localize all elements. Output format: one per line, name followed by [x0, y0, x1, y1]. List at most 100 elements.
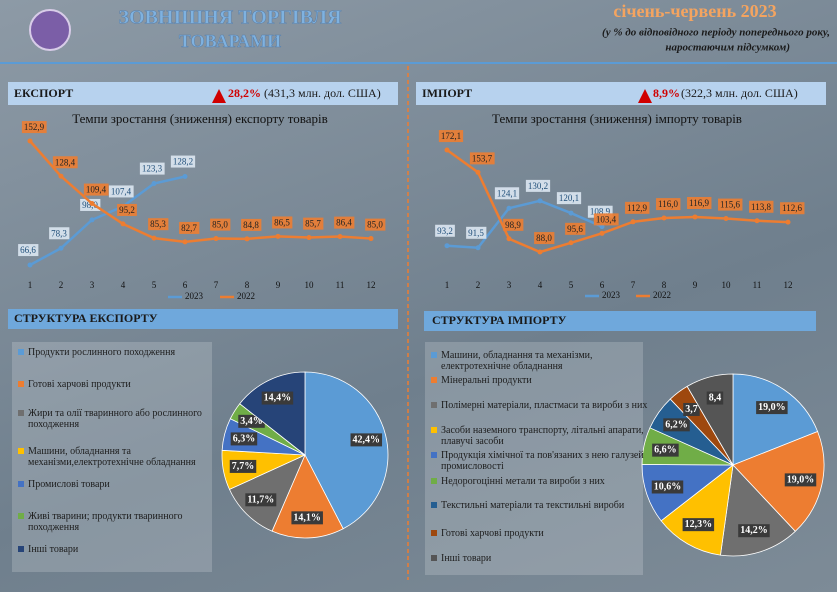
legend-box	[425, 342, 643, 575]
legend-item: Жири та олії тваринного або рослинного п…	[18, 408, 220, 430]
data-label: 88,0	[536, 233, 552, 243]
x-tick-label: 5	[152, 280, 157, 290]
title: ТОВАРАМИ	[179, 31, 281, 51]
point	[151, 181, 157, 187]
point	[89, 217, 95, 223]
point	[368, 236, 374, 242]
amount: (431,3 млн. дол. США)	[264, 86, 381, 100]
point	[182, 239, 188, 245]
data-label: 6,3%	[233, 433, 256, 444]
point	[475, 245, 481, 251]
legend-item: Продукція хімічної та пов'язаних з нею г…	[431, 450, 651, 472]
label-box	[718, 198, 743, 211]
point	[58, 245, 64, 251]
point	[599, 230, 605, 236]
legend-item: Мінеральні продукти	[431, 375, 651, 386]
x-tick-label: 12	[784, 280, 793, 290]
label-box	[438, 130, 464, 143]
label-box	[303, 217, 324, 230]
label-box	[291, 511, 323, 525]
legend-item: Готові харчові продукти	[18, 379, 220, 390]
label-box	[350, 433, 383, 447]
point	[661, 215, 667, 221]
data-label: 66,6	[20, 245, 36, 255]
label-box	[83, 183, 109, 196]
label-box	[494, 187, 520, 200]
legend-item: Продукти рослинного походження	[18, 347, 220, 358]
label-box	[738, 524, 770, 538]
label-box	[334, 216, 355, 229]
legend-item: Готові харчові продукти	[431, 528, 651, 539]
point	[537, 249, 543, 255]
up-arrow	[212, 89, 226, 103]
chart-title: Темпи зростання (зниження) імпорту товар…	[492, 111, 742, 126]
section-title: СТРУКТУРА ІМПОРТУ	[432, 313, 567, 327]
point	[692, 214, 698, 220]
data-label: 112,9	[627, 203, 647, 213]
x-tick-label: 2	[476, 280, 481, 290]
legend-swatch	[18, 381, 24, 387]
x-tick-label: 4	[121, 280, 126, 290]
label-box	[784, 473, 817, 487]
data-label: 82,7	[181, 223, 197, 233]
data-label: 108,9	[590, 207, 611, 217]
data-label: 85,3	[150, 219, 166, 229]
legend-swatch	[18, 546, 24, 552]
pie-slice	[228, 454, 306, 532]
point	[306, 235, 312, 241]
legend-swatch	[431, 452, 437, 458]
data-label: 116,0	[658, 199, 678, 209]
data-label: 85,7	[305, 219, 321, 229]
point	[58, 173, 64, 179]
label-box	[117, 203, 137, 216]
legend-label: 2023	[185, 291, 204, 301]
x-tick-label: 4	[538, 280, 543, 290]
legend-swatch	[431, 478, 437, 484]
banner-label: ЕКСПОРТ	[14, 86, 73, 100]
data-label: 19,0%	[787, 474, 815, 485]
point	[599, 224, 605, 230]
data-label: 8,4	[709, 393, 722, 404]
x-tick-label: 10	[305, 280, 315, 290]
data-label: 12,3%	[685, 519, 713, 530]
data-label: 109,4	[86, 185, 107, 195]
data-label: 91,5	[468, 228, 484, 238]
data-label: 42,4%	[353, 434, 381, 445]
legend-item: Недорогоцінні метали та вироби з них	[431, 476, 651, 487]
legend-item: Інші товари	[431, 553, 651, 564]
x-tick-label: 10	[722, 280, 732, 290]
label-box	[556, 192, 582, 205]
label-box	[52, 156, 78, 169]
legend-swatch	[431, 377, 437, 383]
data-label: 115,6	[720, 200, 740, 210]
data-label: 14,4%	[264, 393, 292, 404]
label-box	[780, 202, 805, 215]
legend-box	[12, 342, 212, 572]
line	[29, 140, 372, 244]
data-label: 112,6	[782, 203, 802, 213]
pie-slice	[732, 373, 819, 466]
label-box	[170, 155, 196, 168]
data-label: 95,6	[567, 224, 583, 234]
label-box	[148, 218, 169, 231]
x-tick-label: 2	[59, 280, 64, 290]
note: (у % до відповідного періоду попередньог…	[602, 27, 830, 39]
point	[723, 216, 729, 222]
data-label: 95,2	[119, 205, 135, 215]
x-tick-label: 7	[214, 280, 219, 290]
data-label: 10,6%	[654, 481, 682, 492]
label-box	[108, 185, 134, 198]
pie-slice	[660, 464, 734, 556]
data-label: 113,8	[751, 202, 771, 212]
legend-item: Машини, обладнання та механізми, електро…	[431, 350, 651, 372]
data-label: 86,4	[336, 218, 352, 228]
chart-title: Темпи зростання (зниження) експорту това…	[72, 111, 328, 126]
x-tick-label: 6	[183, 280, 188, 290]
x-tick-label: 8	[245, 280, 250, 290]
x-tick-label: 3	[507, 280, 512, 290]
legend-item: Полімерні матеріали, пластмаси та вироби…	[431, 400, 651, 411]
data-label: 128,4	[55, 157, 76, 167]
data-label: 93,2	[437, 226, 453, 236]
point	[275, 233, 281, 239]
point	[27, 262, 33, 268]
